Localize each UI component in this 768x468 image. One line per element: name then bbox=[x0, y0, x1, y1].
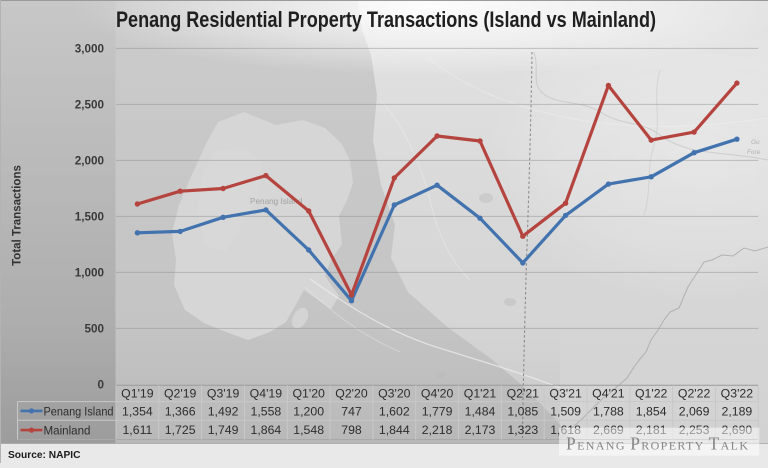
svg-text:Q3'22: Q3'22 bbox=[721, 386, 754, 400]
svg-text:1,354: 1,354 bbox=[122, 404, 153, 418]
svg-text:Q4'21: Q4'21 bbox=[592, 386, 625, 400]
svg-text:1,492: 1,492 bbox=[208, 404, 239, 418]
svg-text:1,548: 1,548 bbox=[293, 423, 324, 437]
svg-text:Q2'20: Q2'20 bbox=[335, 386, 368, 400]
svg-text:3,000: 3,000 bbox=[75, 43, 105, 56]
svg-text:1,366: 1,366 bbox=[165, 404, 196, 418]
svg-text:1,558: 1,558 bbox=[251, 404, 282, 418]
svg-text:1,323: 1,323 bbox=[507, 423, 538, 437]
svg-text:1,200: 1,200 bbox=[293, 404, 324, 418]
svg-text:747: 747 bbox=[341, 404, 362, 418]
svg-text:1,749: 1,749 bbox=[208, 423, 239, 437]
svg-text:500: 500 bbox=[84, 323, 104, 336]
svg-text:Fore: Fore bbox=[747, 149, 761, 156]
svg-text:2,000: 2,000 bbox=[75, 155, 105, 168]
svg-text:2,173: 2,173 bbox=[465, 423, 496, 437]
svg-text:798: 798 bbox=[341, 423, 362, 437]
svg-text:Q3'21: Q3'21 bbox=[549, 386, 582, 400]
svg-text:1,484: 1,484 bbox=[465, 404, 496, 418]
svg-text:Source: NAPIC: Source: NAPIC bbox=[8, 450, 81, 461]
svg-text:2,218: 2,218 bbox=[422, 423, 453, 437]
svg-text:Gu: Gu bbox=[751, 139, 760, 146]
svg-text:Q4'19: Q4'19 bbox=[250, 386, 283, 400]
svg-text:1,779: 1,779 bbox=[422, 404, 453, 418]
svg-text:1,000: 1,000 bbox=[75, 267, 105, 280]
svg-text:1,788: 1,788 bbox=[593, 404, 624, 418]
svg-text:1,725: 1,725 bbox=[165, 423, 196, 437]
svg-text:PENANG PROPERTY TALK: PENANG PROPERTY TALK bbox=[566, 434, 749, 454]
svg-text:1,864: 1,864 bbox=[251, 423, 282, 437]
svg-text:Q1'20: Q1'20 bbox=[292, 386, 325, 400]
svg-text:1,085: 1,085 bbox=[507, 404, 538, 418]
svg-text:Mainland: Mainland bbox=[44, 424, 91, 438]
svg-text:1,844: 1,844 bbox=[379, 423, 410, 437]
svg-text:Q2'21: Q2'21 bbox=[507, 386, 540, 400]
svg-text:1,509: 1,509 bbox=[550, 404, 581, 418]
svg-text:Penang Island: Penang Island bbox=[250, 197, 303, 206]
svg-text:2,189: 2,189 bbox=[722, 404, 753, 418]
svg-text:Penang Residential Property Tr: Penang Residential Property Transactions… bbox=[116, 7, 656, 32]
svg-text:Q4'20: Q4'20 bbox=[421, 386, 454, 400]
svg-text:1,602: 1,602 bbox=[379, 404, 410, 418]
svg-text:1,611: 1,611 bbox=[122, 423, 152, 437]
svg-text:Q2'22: Q2'22 bbox=[678, 386, 711, 400]
svg-text:0: 0 bbox=[97, 379, 104, 392]
svg-text:2,500: 2,500 bbox=[75, 99, 105, 112]
svg-text:Total Transactions: Total Transactions bbox=[12, 165, 24, 266]
svg-text:Q1'21: Q1'21 bbox=[464, 386, 497, 400]
svg-text:Q2'19: Q2'19 bbox=[164, 386, 197, 400]
svg-text:Q3'19: Q3'19 bbox=[207, 386, 240, 400]
svg-text:1,854: 1,854 bbox=[636, 404, 667, 418]
svg-text:Q1'22: Q1'22 bbox=[635, 386, 668, 400]
svg-text:1,500: 1,500 bbox=[75, 211, 105, 224]
svg-text:Penang Island: Penang Island bbox=[44, 404, 114, 418]
svg-text:2,069: 2,069 bbox=[679, 404, 710, 418]
svg-text:Q3'20: Q3'20 bbox=[378, 386, 411, 400]
svg-text:Q1'19: Q1'19 bbox=[121, 386, 154, 400]
